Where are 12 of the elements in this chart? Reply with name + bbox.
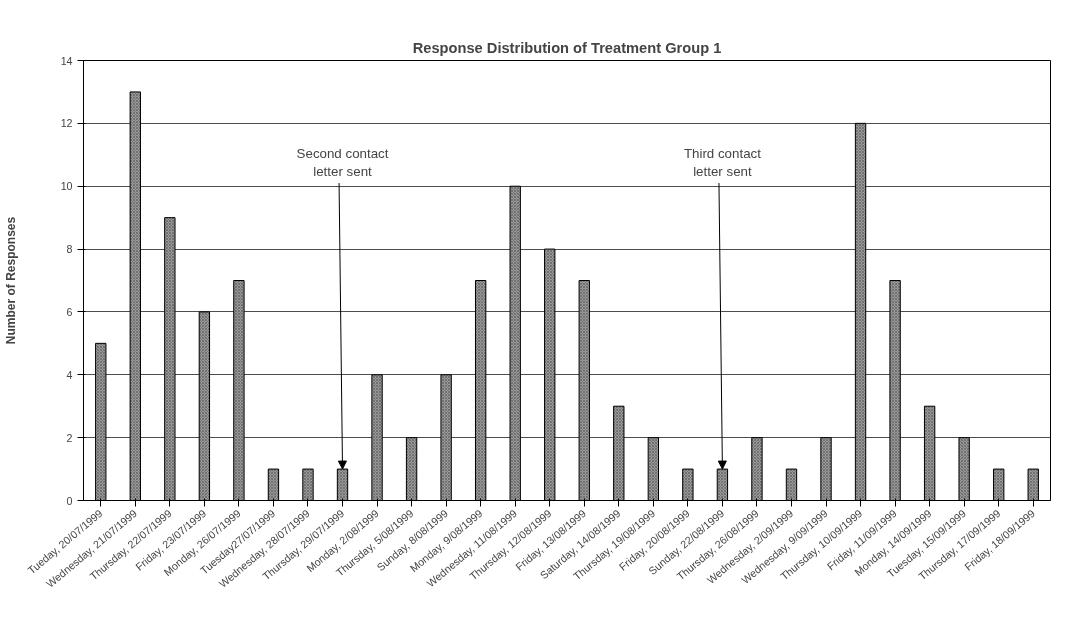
- y-tick-label: 0: [66, 494, 73, 507]
- chart-title: Response Distribution of Treatment Group 1: [412, 39, 722, 56]
- y-tick-label: 10: [60, 180, 73, 193]
- annotation: Third contact letter sent: [683, 145, 762, 179]
- y-axis-title: Number of Responses: [3, 216, 18, 345]
- y-tick-label: 8: [66, 243, 73, 256]
- y-tick-label: 12: [60, 117, 73, 130]
- annotation: Second contact letter sent: [296, 145, 389, 179]
- y-tick-label: 2: [66, 431, 73, 444]
- y-tick-label: 4: [66, 368, 73, 381]
- y-tick-label: 6: [66, 305, 73, 318]
- y-tick-label: 14: [60, 54, 73, 67]
